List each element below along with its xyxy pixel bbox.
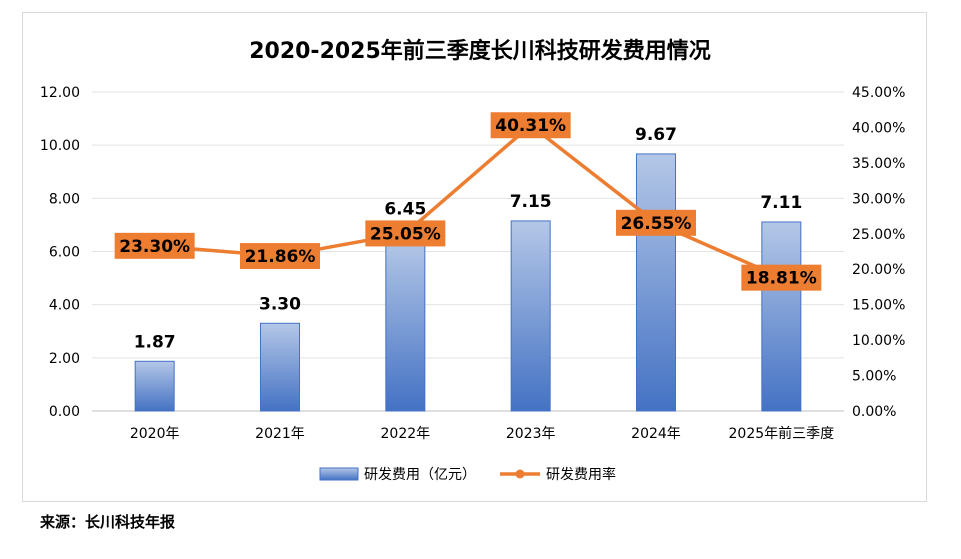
bar-data-label: 7.11 <box>760 193 802 213</box>
line-label-box <box>741 264 822 291</box>
bar <box>636 153 676 412</box>
y-right-tick-label: 10.00% <box>852 333 905 349</box>
line-data-label: 25.05% <box>370 224 441 244</box>
y-right-tick-label: 35.00% <box>852 156 905 172</box>
bar <box>385 239 426 412</box>
x-tick-label: 2024年 <box>631 426 681 442</box>
y-left-tick-label: 10.00 <box>40 138 80 154</box>
y-right-tick-label: 15.00% <box>852 298 905 314</box>
line-label-box <box>616 209 696 236</box>
y-right-tick-label: 30.00% <box>852 191 905 207</box>
bar-data-label: 3.30 <box>259 294 301 314</box>
line-data-label: 26.55% <box>621 214 692 234</box>
bar <box>260 322 300 412</box>
line-data-label: 18.81% <box>746 269 817 289</box>
legend-bar-swatch <box>319 467 359 481</box>
legend-line-label: 研发费用率 <box>546 466 616 483</box>
source-note: 来源：长川科技年报 <box>40 513 176 531</box>
line-label-box <box>490 112 571 139</box>
y-left-tick-label: 8.00 <box>49 191 80 207</box>
line-data-label: 23.30% <box>119 237 190 257</box>
legend-line-marker <box>515 469 525 479</box>
y-right-tick-label: 0.00% <box>852 404 896 420</box>
y-left-tick-label: 12.00 <box>40 85 80 101</box>
bar <box>510 220 551 412</box>
y-right-tick-label: 5.00% <box>852 369 896 385</box>
chart-frame <box>22 12 927 502</box>
x-tick-label: 2022年 <box>381 426 431 442</box>
y-right-tick-label: 40.00% <box>852 120 905 136</box>
y-right-tick-label: 45.00% <box>852 85 905 101</box>
y-right-tick-label: 20.00% <box>852 262 905 278</box>
y-left-tick-label: 6.00 <box>49 245 80 261</box>
bar-data-label: 9.67 <box>635 125 677 145</box>
line-data-label: 21.86% <box>245 247 316 267</box>
y-left-tick-label: 0.00 <box>49 404 80 420</box>
x-tick-label: 2023年 <box>506 426 556 442</box>
x-tick-label: 2020年 <box>130 426 180 442</box>
line-label-box <box>114 232 195 259</box>
bar-data-label: 7.15 <box>510 192 552 212</box>
line-label-box <box>365 220 446 247</box>
line-label-box <box>240 243 320 270</box>
line-data-label: 40.31% <box>495 116 566 136</box>
bar-data-label: 1.87 <box>134 332 176 352</box>
legend-bar-label: 研发费用（亿元） <box>364 467 476 483</box>
y-left-tick-label: 2.00 <box>49 351 80 367</box>
chart-title: 2020-2025年前三季度长川科技研发费用情况 <box>249 38 711 64</box>
bar <box>761 221 802 412</box>
y-right-tick-label: 25.00% <box>852 227 905 243</box>
y-left-tick-label: 4.00 <box>49 298 80 314</box>
bar-data-label: 6.45 <box>384 199 426 219</box>
x-tick-label: 2021年 <box>255 426 305 442</box>
x-tick-label: 2025年前三季度 <box>729 425 835 442</box>
bar <box>134 360 175 412</box>
